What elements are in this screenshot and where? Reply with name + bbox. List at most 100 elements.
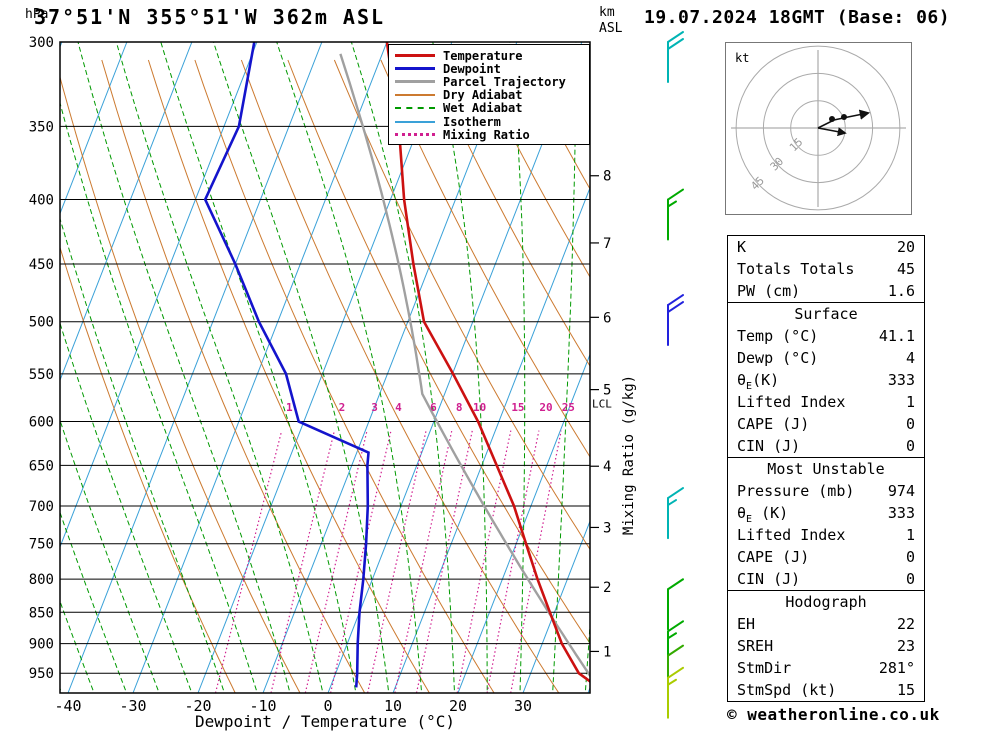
mixing-ratio-value-label: 6 <box>430 401 437 414</box>
wet-adiabat <box>160 42 356 691</box>
copyright: © weatheronline.co.uk <box>727 705 940 724</box>
hodograph-point <box>829 116 835 122</box>
wind-barb <box>667 578 684 631</box>
row-value: 4 <box>905 349 915 367</box>
dry-adiabat <box>60 245 236 693</box>
legend-label: Dry Adiabat <box>443 88 523 103</box>
dry-adiabat-lines <box>60 59 590 693</box>
dry-adiabat <box>287 59 590 645</box>
row-value: 22 <box>896 615 915 633</box>
table-section: Hodograph EH 22 SREH 23 StmDir 281° StmSpd (kt)… <box>728 590 924 701</box>
row-label: CIN (J) <box>737 437 801 455</box>
row-value: 23 <box>896 637 915 655</box>
mixing-ratio-labels: 1 2 3 4 6 8 10 15 20 25 <box>286 401 575 414</box>
isotherm-line <box>60 42 128 215</box>
mixing-ratio-axis-title: Mixing Ratio (g/kg) <box>621 375 637 535</box>
table-row: K 20 <box>728 236 924 258</box>
plot-border <box>59 41 591 694</box>
hodograph-unit-label: kt <box>735 51 749 65</box>
pressure-tick-label: 800 <box>29 572 54 588</box>
row-value: 15 <box>896 681 915 699</box>
legend-label: Mixing Ratio <box>443 127 530 142</box>
pressure-tick-label: 400 <box>29 193 54 209</box>
mixing-ratio-value-label: 15 <box>511 401 524 414</box>
row-value: 1 <box>905 526 915 544</box>
mixing-ratio-line <box>394 430 453 693</box>
pressure-tick-label: 750 <box>29 537 54 553</box>
mixing-ratio-line <box>367 430 427 693</box>
dry-adiabat <box>194 59 495 693</box>
row-label: θE(K) <box>737 371 780 392</box>
legend-line-sample <box>395 120 435 123</box>
row-value: 281° <box>878 659 915 677</box>
mixing-ratio-value-label: 3 <box>371 401 378 414</box>
axis-labels: 3003504004505005506006507007508008509009… <box>29 35 637 731</box>
run-datetime: 19.07.2024 18GMT (Base: 06) <box>644 7 951 28</box>
row-label: EH <box>737 615 756 633</box>
pressure-tick-label: 850 <box>29 605 54 621</box>
table-section: Most Unstable Pressure (mb) 974 θE (K) 333 Li… <box>728 457 924 590</box>
legend-label: Parcel Trajectory <box>443 74 566 89</box>
section-header: Most Unstable <box>767 460 885 478</box>
row-label: CIN (J) <box>737 570 801 588</box>
row-label: Pressure (mb) <box>737 482 855 500</box>
temp-tick-label: -30 <box>119 697 146 715</box>
indices-table: K 20 Totals Totals 45 PW (cm) 1.6 Surface Temp … <box>727 235 925 702</box>
pressure-tick-label: 500 <box>29 315 54 331</box>
table-row: Pressure (mb) 974 <box>728 480 924 502</box>
dry-adiabat <box>333 59 590 551</box>
km-tick-label: 3 <box>603 520 611 536</box>
dry-adiabat <box>473 59 590 278</box>
row-value: 333 <box>887 504 915 522</box>
mixing-ratio-value-label: 2 <box>339 401 346 414</box>
wind-barb <box>667 487 684 540</box>
table-row: θE (K) 333 <box>728 502 924 525</box>
row-label: SREH <box>737 637 774 655</box>
dry-adiabat <box>426 59 590 367</box>
table-row: θE(K) 333 <box>728 369 924 392</box>
table-section: K 20 Totals Totals 45 PW (cm) 1.6 <box>728 236 924 302</box>
section-header: Surface <box>794 305 858 323</box>
wet-adiabat <box>60 418 159 691</box>
km-tick-label: 2 <box>603 580 611 596</box>
dry-adiabat <box>60 75 301 693</box>
km-tick-label: 7 <box>603 236 611 252</box>
table-row: EH 22 <box>728 613 924 635</box>
altitude-axis-unit: km ASL <box>599 5 622 37</box>
row-value: 333 <box>887 371 915 389</box>
legend-item: Temperature <box>395 49 584 63</box>
legend: Temperature Dewpoint Parcel Trajectory Dry … <box>388 44 590 146</box>
wet-adiabat <box>276 42 422 691</box>
km-tick-label: 8 <box>603 169 611 185</box>
wet-adiabat-lines <box>60 42 590 691</box>
parcel-trajectory-curve <box>339 53 590 678</box>
temp-tick-label: -40 <box>54 697 81 715</box>
row-value: 20 <box>896 238 915 256</box>
legend-item: Mixing Ratio <box>395 127 584 142</box>
row-label: Dewp (°C) <box>737 349 819 367</box>
pressure-tick-label: 300 <box>29 35 54 51</box>
pressure-tick-label: 450 <box>29 257 54 273</box>
wet-adiabat <box>432 42 488 691</box>
row-label: StmSpd (kt) <box>737 681 837 699</box>
altitude-unit-asl: ASL <box>599 21 623 36</box>
row-label: K <box>737 238 747 256</box>
temp-tick-label: -20 <box>184 697 211 715</box>
legend-item: Dry Adiabat <box>395 88 584 103</box>
wind-barb <box>667 666 684 719</box>
row-label: CAPE (J) <box>737 548 810 566</box>
wind-barb <box>667 644 684 697</box>
temp-tick-label: 0 <box>323 697 332 715</box>
row-value: 0 <box>905 548 915 566</box>
wet-adiabat <box>60 217 224 691</box>
row-value: 974 <box>887 482 915 500</box>
temp-tick-label: 20 <box>449 697 467 715</box>
dry-adiabat <box>380 59 590 458</box>
wind-barb <box>667 294 684 347</box>
hodograph-ring <box>735 45 901 211</box>
dry-adiabat <box>147 59 430 693</box>
isotherm-line <box>392 186 590 693</box>
dewpoint-curve <box>203 42 370 688</box>
